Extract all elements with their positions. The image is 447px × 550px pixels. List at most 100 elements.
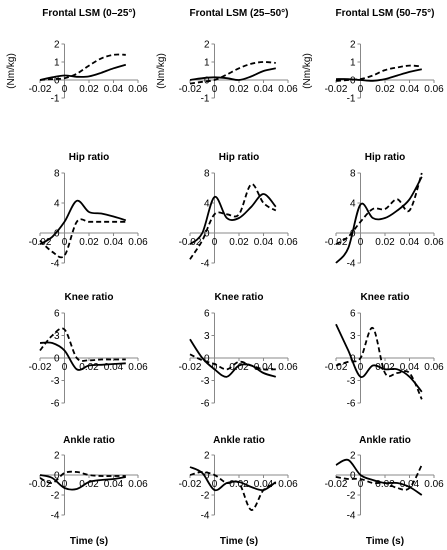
x-tick-label: 0: [62, 479, 68, 490]
y-tick-label: 8: [54, 169, 60, 180]
y-tick-label: 3: [350, 331, 356, 342]
x-tick-label: 0.04: [254, 362, 274, 373]
x-tick-label: 0: [212, 237, 218, 248]
x-tick-label: -0.02: [29, 362, 52, 373]
series-line-solid: [189, 338, 277, 378]
x-tick-label: 0: [358, 237, 364, 248]
y-tick-label: 0: [54, 471, 60, 482]
y-tick-label: -4: [347, 511, 356, 522]
y-tick-label: -6: [51, 399, 60, 410]
x-axis-label: Time (s): [70, 536, 108, 547]
series-line-dashed: [189, 61, 276, 85]
x-tick-label: 0.02: [229, 362, 249, 373]
x-tick-label: -0.02: [179, 479, 202, 490]
y-tick-label: 2: [54, 40, 60, 51]
x-tick-label: 0.02: [79, 362, 99, 373]
x-tick-label: 0.06: [278, 237, 298, 248]
x-tick-label: 0.04: [400, 237, 420, 248]
x-tick-label: -0.02: [325, 237, 348, 248]
chart-panel-3-2: Ankle ratio-4-202-0.02 0 0.02 0.04 0.06Time …: [325, 435, 445, 547]
panel-title: Frontal LSM (25–50°): [189, 8, 288, 19]
x-tick-label: 0: [212, 362, 218, 373]
panel-title: Frontal LSM (50–75°): [335, 8, 434, 19]
series-line-solid: [39, 63, 127, 81]
x-tick-label: 0: [358, 362, 364, 373]
y-tick-label: 1: [204, 58, 210, 69]
series-line-dashed: [335, 464, 423, 491]
x-tick-label: 0.06: [278, 84, 298, 95]
x-tick-label: 0: [358, 84, 364, 95]
x-tick-label: 0.04: [104, 479, 124, 490]
y-tick-label: -3: [347, 376, 356, 387]
y-tick-label: 2: [204, 451, 210, 462]
y-tick-label: -4: [347, 259, 356, 270]
y-tick-label: 6: [54, 309, 60, 320]
x-tick-label: -0.02: [29, 237, 52, 248]
y-tick-label: 0: [204, 354, 210, 365]
y-tick-label: -6: [201, 399, 210, 410]
series-line-dashed: [335, 172, 423, 246]
y-tick-label: 2: [350, 40, 356, 51]
chart-panel-3-0: Ankle ratio-4-202-0.02 0 0.02 0.04 0.06Time …: [29, 435, 149, 547]
y-tick-label: -1: [201, 94, 210, 105]
x-tick-label: 0: [62, 84, 68, 95]
x-tick-label: 0.04: [254, 479, 274, 490]
x-tick-label: 0: [358, 479, 364, 490]
x-axis-label: Time (s): [220, 536, 258, 547]
series-line-solid: [189, 67, 277, 81]
series-line-solid: [39, 341, 126, 371]
x-tick-label: 0.06: [278, 362, 298, 373]
panel-title: Ankle ratio: [359, 435, 411, 446]
y-tick-label: 2: [54, 451, 60, 462]
x-tick-label: 0.02: [229, 479, 249, 490]
y-tick-label: 2: [350, 451, 356, 462]
x-tick-label: 0.06: [424, 362, 444, 373]
y-tick-label: -2: [201, 491, 210, 502]
series-line-solid: [335, 68, 422, 82]
x-tick-label: 0.06: [424, 479, 444, 490]
x-tick-label: 0.06: [424, 237, 444, 248]
series-line-dashed: [335, 327, 423, 400]
y-tick-label: -3: [201, 376, 210, 387]
y-tick-label: -1: [51, 94, 60, 105]
y-tick-label: 2: [204, 40, 210, 51]
x-axis-label: Time (s): [366, 536, 404, 547]
y-tick-label: 3: [54, 331, 60, 342]
series-line-dashed: [39, 327, 126, 362]
x-tick-label: -0.02: [179, 362, 202, 373]
panel-title: Knee ratio: [215, 292, 264, 303]
x-tick-label: 0.02: [79, 237, 99, 248]
series-line-solid: [335, 176, 423, 264]
series-line-solid: [335, 458, 423, 496]
x-tick-label: -0.02: [179, 84, 202, 95]
panel-title: Hip ratio: [365, 152, 406, 163]
x-tick-label: 0.06: [128, 237, 148, 248]
panel-title: Hip ratio: [219, 152, 260, 163]
series-line-solid: [39, 474, 126, 491]
chart-panel-3-1: Ankle ratio-4-202-0.02 0 0.02 0.04 0.06Time …: [179, 435, 299, 547]
x-tick-label: 0.02: [229, 84, 249, 95]
y-tick-label: -6: [347, 399, 356, 410]
x-tick-label: -0.02: [325, 84, 348, 95]
y-tick-label: -1: [347, 94, 356, 105]
series-line-solid: [189, 193, 277, 246]
y-tick-label: 4: [54, 199, 60, 210]
x-tick-label: 0: [62, 362, 68, 373]
x-tick-label: 0.06: [424, 84, 444, 95]
x-tick-label: 0: [62, 237, 68, 248]
x-tick-label: -0.02: [179, 237, 202, 248]
x-tick-label: 0.04: [400, 84, 420, 95]
y-tick-label: 0: [54, 354, 60, 365]
panel-title: Knee ratio: [361, 292, 410, 303]
panel-title: Hip ratio: [69, 152, 110, 163]
x-tick-label: 0.02: [79, 84, 99, 95]
x-tick-label: 0.04: [104, 362, 124, 373]
series-line-dashed: [39, 53, 126, 81]
x-tick-label: 0.04: [254, 84, 274, 95]
